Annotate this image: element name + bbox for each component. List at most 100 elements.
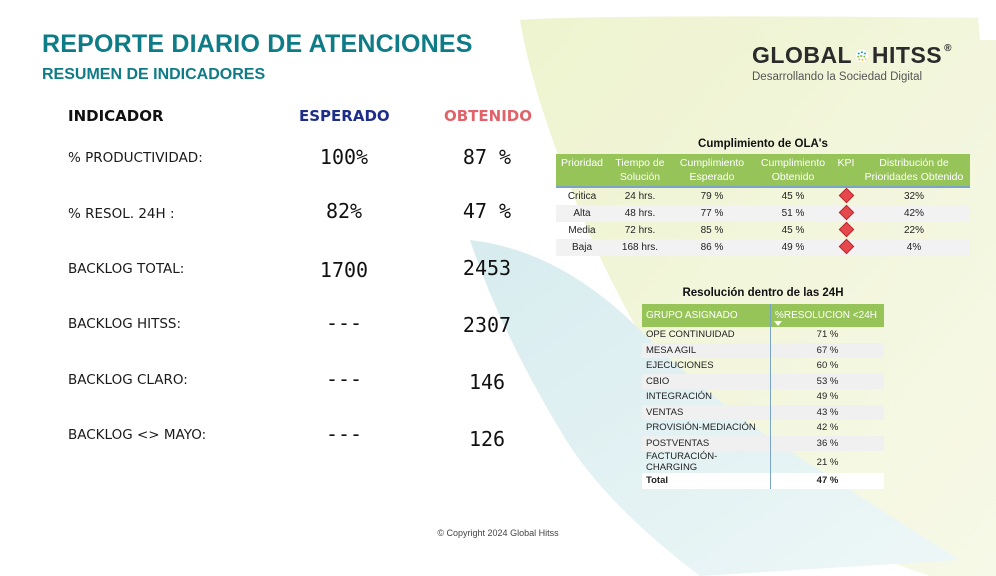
res-cell-valor: 43 %: [770, 404, 884, 420]
table-row: FACTURACIÓN-CHARGING 21 %: [642, 451, 884, 473]
res-cell-valor: 71 %: [770, 327, 884, 343]
kpi-label-backlog-claro: BACKLOG CLARO:: [68, 372, 188, 388]
res-cell-grupo: PROVISIÓN-MEDIACIÓN: [646, 422, 756, 434]
ola-cell-tiempo: 48 hrs.: [608, 205, 672, 222]
res-cell-valor: 67 %: [770, 342, 884, 358]
ola-col-tiempo[interactable]: Tiempo de Solución: [608, 154, 672, 187]
ola-cell-prioridad: Baja: [556, 239, 608, 256]
kpi-obtenido-backlog-claro: 146: [468, 370, 506, 394]
ola-cell-obtenido: 45 %: [781, 225, 805, 236]
ola-cell-distribucion: 22%: [903, 225, 924, 236]
company-logo: GLOBAL HITSS ® Desarrollando la Sociedad…: [752, 42, 952, 88]
res-cell-valor: 49 %: [770, 389, 884, 405]
ola-cell-distribucion: 32%: [858, 186, 970, 205]
res-table-title: Resolución dentro de las 24H: [682, 287, 844, 299]
res-cell-grupo: OPE CONTINUIDAD: [646, 329, 735, 341]
ola-cell-esperado: 79 %: [672, 186, 752, 205]
ola-col-prioridad[interactable]: Prioridad: [556, 154, 608, 187]
ola-cell-tiempo: 72 hrs.: [624, 225, 656, 236]
header-obtenido: OBTENIDO: [444, 107, 533, 125]
ola-cell-esperado: 77 %: [672, 205, 752, 222]
ola-header-row: Prioridad Tiempo de Solución Cumplimient…: [556, 154, 970, 187]
res-cell-grupo: INTEGRACIÓN: [646, 391, 712, 403]
res-cell-grupo: MESA AGIL: [642, 342, 771, 358]
logo-tagline: Desarrollando la Sociedad Digital: [752, 71, 923, 83]
res-cell-grupo: EJECUCIONES: [646, 360, 714, 372]
res-cell-grupo: FACTURACIÓN-CHARGING: [646, 451, 718, 473]
table-row: EJECUCIONES 60 %: [642, 358, 884, 374]
ola-cell-tiempo: 24 hrs.: [608, 186, 672, 205]
page-subtitle: RESUMEN DE INDICADORES: [42, 66, 266, 83]
res-cell-total-valor: 47 %: [770, 473, 884, 489]
ola-cell-kpi: [834, 204, 858, 222]
ola-cell-esperado: 85 %: [700, 225, 724, 236]
res-cell-grupo: CBIO: [642, 373, 771, 389]
res-col-grupo[interactable]: GRUPO ASIGNADO: [642, 304, 771, 327]
ola-cell-obtenido: 45 %: [752, 186, 834, 205]
ola-cell-distribucion: 42%: [858, 205, 970, 222]
ola-table: Prioridad Tiempo de Solución Cumplimient…: [556, 154, 970, 256]
ola-cell-esperado: 86 %: [672, 239, 752, 256]
kpi-obtenido-backlog-hitss: 2307: [462, 313, 512, 337]
red-diamond-icon: [838, 238, 854, 254]
res-cell-valor: 42 %: [770, 420, 884, 436]
ola-cell-obtenido: 51 %: [752, 205, 834, 222]
table-row: Alta 48 hrs. 77 % 51 % 42%: [556, 204, 970, 222]
resolution-table: GRUPO ASIGNADO %RESOLUCION <24H OPE CONT…: [642, 304, 884, 489]
kpi-label-backlog-hitss: BACKLOG HITSS:: [68, 316, 182, 332]
ola-cell-tiempo: 168 hrs.: [608, 239, 672, 256]
ola-cell-prioridad: Alta: [556, 205, 608, 222]
kpi-esperado-productividad: 100%: [319, 145, 369, 169]
ola-col-kpi[interactable]: KPI: [834, 154, 858, 187]
sort-descending-icon[interactable]: [774, 321, 782, 326]
res-cell-valor: 21 %: [770, 451, 884, 473]
res-cell-total-label: Total: [642, 473, 771, 489]
kpi-obtenido-backlog-total: 2453: [462, 256, 512, 280]
table-row: PROVISIÓN-MEDIACIÓN 42 %: [642, 420, 884, 436]
ola-col-distribucion[interactable]: Distribución de Prioridades Obtenido: [858, 154, 970, 187]
ola-cell-prioridad: Media: [568, 225, 596, 236]
ola-cell-distribucion: 4%: [858, 239, 970, 256]
kpi-label-backlog-total: BACKLOG TOTAL:: [68, 261, 185, 277]
globe-icon: [855, 49, 869, 62]
header-esperado: ESPERADO: [299, 107, 390, 125]
res-cell-valor: 53 %: [770, 373, 884, 389]
kpi-label-backlog-mayo: BACKLOG <> MAYO:: [68, 427, 207, 443]
res-cell-grupo: POSTVENTAS: [642, 435, 771, 451]
copyright-footer: © Copyright 2024 Global Hitss: [437, 528, 559, 538]
table-row: INTEGRACIÓN 49 %: [642, 389, 884, 405]
kpi-obtenido-productividad: 87 %: [462, 145, 512, 169]
res-cell-valor: 60 %: [770, 358, 884, 374]
red-diamond-icon: [838, 204, 854, 220]
table-row: POSTVENTAS 36 %: [642, 435, 884, 451]
kpi-esperado-backlog-total: 1700: [319, 258, 369, 282]
ola-cell-obtenido: 49 %: [752, 239, 834, 256]
kpi-esperado-resol-24h: 82%: [325, 199, 363, 223]
kpi-esperado-backlog-mayo: ---: [325, 422, 363, 446]
kpi-esperado-backlog-hitss: ---: [325, 311, 363, 335]
table-row: Baja 168 hrs. 86 % 49 % 4%: [556, 238, 970, 256]
ola-col-esperado[interactable]: Cumplimiento Esperado: [672, 154, 752, 187]
res-cell-grupo: VENTAS: [642, 404, 771, 420]
table-row: Media 72 hrs. 85 % 45 % 22%: [556, 221, 970, 239]
kpi-label-productividad: % PRODUCTIVIDAD:: [68, 150, 203, 166]
red-diamond-icon: [838, 221, 854, 237]
res-header-row: GRUPO ASIGNADO %RESOLUCION <24H: [642, 304, 884, 327]
table-row: OPE CONTINUIDAD 71 %: [642, 327, 884, 343]
ola-cell-prioridad: Critica: [556, 186, 608, 205]
kpi-obtenido-resol-24h: 47 %: [462, 199, 512, 223]
kpi-label-resol-24h: % RESOL. 24H :: [68, 206, 175, 222]
kpi-obtenido-backlog-mayo: 126: [468, 427, 506, 451]
page-title: REPORTE DIARIO DE ATENCIONES: [42, 30, 473, 58]
table-row: VENTAS 43 %: [642, 404, 884, 420]
ola-col-obtenido[interactable]: Cumplimiento Obtenido: [752, 154, 834, 187]
registered-mark: ®: [944, 43, 952, 54]
table-row: MESA AGIL 67 %: [642, 342, 884, 358]
res-cell-valor: 36 %: [770, 435, 884, 451]
table-row: CBIO 53 %: [642, 373, 884, 389]
ola-cell-kpi: [834, 186, 858, 205]
ola-cell-kpi: [834, 221, 858, 239]
res-col-resolucion[interactable]: %RESOLUCION <24H: [770, 304, 884, 327]
ola-cell-kpi: [834, 238, 858, 256]
table-row: Critica 24 hrs. 79 % 45 % 32%: [556, 186, 970, 205]
